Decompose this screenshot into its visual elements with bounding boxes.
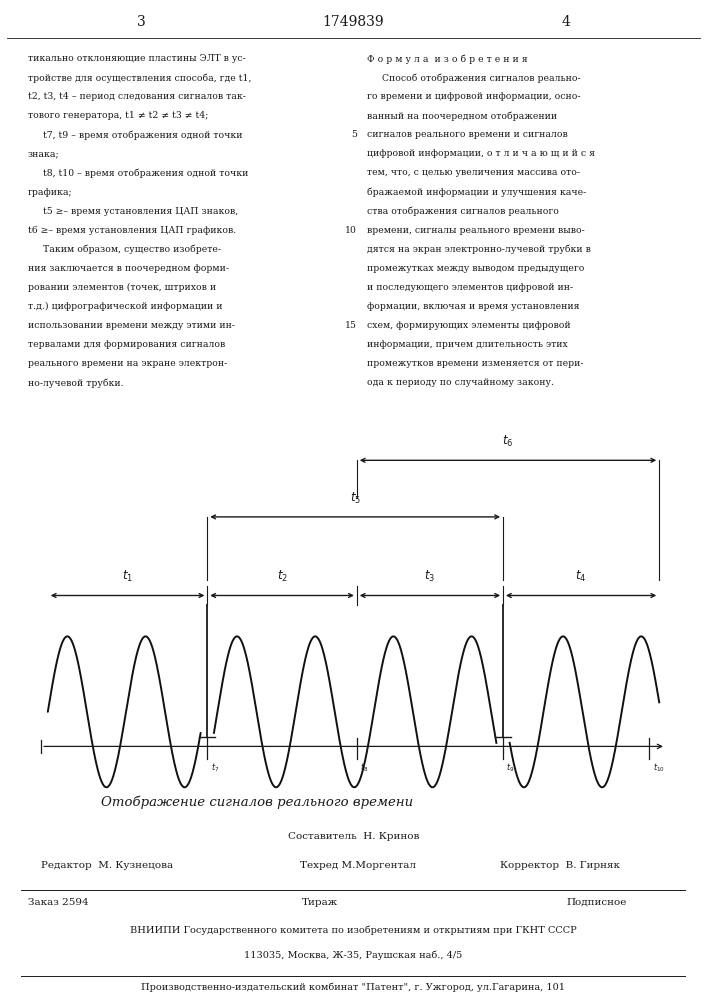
Text: ванный на поочередном отображении: ванный на поочередном отображении <box>367 111 557 121</box>
Text: Таким образом, существо изобрете-: Таким образом, существо изобрете- <box>28 245 221 254</box>
Text: 113035, Москва, Ж-35, Раушская наб., 4/5: 113035, Москва, Ж-35, Раушская наб., 4/5 <box>245 951 462 960</box>
Text: 5: 5 <box>351 130 357 139</box>
Text: 1749839: 1749839 <box>322 15 385 29</box>
Text: $t_8$: $t_8$ <box>360 761 368 774</box>
Text: $t_7$: $t_7$ <box>211 761 219 774</box>
Text: Подписное: Подписное <box>566 898 626 907</box>
Text: Тираж: Тираж <box>302 898 339 907</box>
Text: и последующего элементов цифровой ин-: и последующего элементов цифровой ин- <box>367 283 573 292</box>
Text: Заказ 2594: Заказ 2594 <box>28 898 88 907</box>
Text: реального времени на экране электрон-: реального времени на экране электрон- <box>28 359 227 368</box>
Text: знака;: знака; <box>28 149 59 158</box>
Text: бражаемой информации и улучшения каче-: бражаемой информации и улучшения каче- <box>367 188 586 197</box>
Text: использовании времени между этими ин-: использовании времени между этими ин- <box>28 321 235 330</box>
Text: тового генератора, t1 ≠ t2 ≠ t3 ≠ t4;: тового генератора, t1 ≠ t2 ≠ t3 ≠ t4; <box>28 111 209 120</box>
Text: сигналов реального времени и сигналов: сигналов реального времени и сигналов <box>367 130 568 139</box>
Text: $t_{10}$: $t_{10}$ <box>653 761 665 774</box>
Text: промежутках между выводом предыдущего: промежутках между выводом предыдущего <box>367 264 584 273</box>
Text: Отображение сигналов реального времени: Отображение сигналов реального времени <box>101 796 413 809</box>
Text: ода к периоду по случайному закону.: ода к периоду по случайному закону. <box>367 378 554 387</box>
Text: $t_1$: $t_1$ <box>122 569 133 584</box>
Text: 4: 4 <box>561 15 570 29</box>
Text: t6 ≥– время установления ЦАП графиков.: t6 ≥– время установления ЦАП графиков. <box>28 226 236 235</box>
Text: тройстве для осуществления способа, где t1,: тройстве для осуществления способа, где … <box>28 73 251 83</box>
Text: но-лучевой трубки.: но-лучевой трубки. <box>28 378 124 388</box>
Text: ния заключается в поочередном форми-: ния заключается в поочередном форми- <box>28 264 229 273</box>
Text: t2, t3, t4 – период следования сигналов так-: t2, t3, t4 – период следования сигналов … <box>28 92 246 101</box>
Text: времени, сигналы реального времени выво-: времени, сигналы реального времени выво- <box>367 226 585 235</box>
Text: схем, формирующих элементы цифровой: схем, формирующих элементы цифровой <box>367 321 571 330</box>
Text: $t_4$: $t_4$ <box>575 569 587 584</box>
Text: цифровой информации, о т л и ч а ю щ и й с я: цифровой информации, о т л и ч а ю щ и й… <box>367 149 595 158</box>
Text: Редактор  М. Кузнецова: Редактор М. Кузнецова <box>41 861 173 870</box>
Text: го времени и цифровой информации, осно-: го времени и цифровой информации, осно- <box>367 92 580 101</box>
Text: графика;: графика; <box>28 188 73 197</box>
Text: ства отображения сигналов реального: ства отображения сигналов реального <box>367 207 559 216</box>
Text: $t_6$: $t_6$ <box>503 434 514 449</box>
Text: дятся на экран электронно-лучевой трубки в: дятся на экран электронно-лучевой трубки… <box>367 245 590 254</box>
Text: Корректор  В. Гирняк: Корректор В. Гирняк <box>500 861 620 870</box>
Text: ровании элементов (точек, штрихов и: ровании элементов (точек, штрихов и <box>28 283 216 292</box>
Text: тем, что, с целью увеличения массива ото-: тем, что, с целью увеличения массива ото… <box>367 168 580 177</box>
Text: информации, причем длительность этих: информации, причем длительность этих <box>367 340 568 349</box>
Text: 3: 3 <box>137 15 146 29</box>
Text: т.д.) цифрографической информации и: т.д.) цифрографической информации и <box>28 302 223 311</box>
Text: ВНИИПИ Государственного комитета по изобретениям и открытиям при ГКНТ СССР: ВНИИПИ Государственного комитета по изоб… <box>130 925 577 935</box>
Text: Составитель  Н. Кринов: Составитель Н. Кринов <box>288 832 419 841</box>
Text: Производственно-издательский комбинат "Патент", г. Ужгород, ул.Гагарина, 101: Производственно-издательский комбинат "П… <box>141 983 566 992</box>
Text: $t_5$: $t_5$ <box>349 490 361 506</box>
Text: Техред М.Моргентал: Техред М.Моргентал <box>300 861 416 870</box>
Text: 15: 15 <box>345 321 357 330</box>
Text: формации, включая и время установления: формации, включая и время установления <box>367 302 579 311</box>
Text: t7, t9 – время отображения одной точки: t7, t9 – время отображения одной точки <box>28 130 243 140</box>
Text: Ф о р м у л а  и з о б р е т е н и я: Ф о р м у л а и з о б р е т е н и я <box>367 54 527 64</box>
Text: t5 ≥– время установления ЦАП знаков,: t5 ≥– время установления ЦАП знаков, <box>28 207 238 216</box>
Text: тикально отклоняющие пластины ЭЛТ в ус-: тикально отклоняющие пластины ЭЛТ в ус- <box>28 54 245 63</box>
Text: 10: 10 <box>345 226 357 235</box>
Text: Способ отображения сигналов реально-: Способ отображения сигналов реально- <box>367 73 580 83</box>
Text: $t_3$: $t_3$ <box>424 569 436 584</box>
Text: $t_2$: $t_2$ <box>276 569 288 584</box>
Text: промежутков времени изменяется от пери-: промежутков времени изменяется от пери- <box>367 359 583 368</box>
Text: тервалами для формирования сигналов: тервалами для формирования сигналов <box>28 340 225 349</box>
Text: $t_9$: $t_9$ <box>506 761 515 774</box>
Text: t8, t10 – время отображения одной точки: t8, t10 – время отображения одной точки <box>28 168 248 178</box>
